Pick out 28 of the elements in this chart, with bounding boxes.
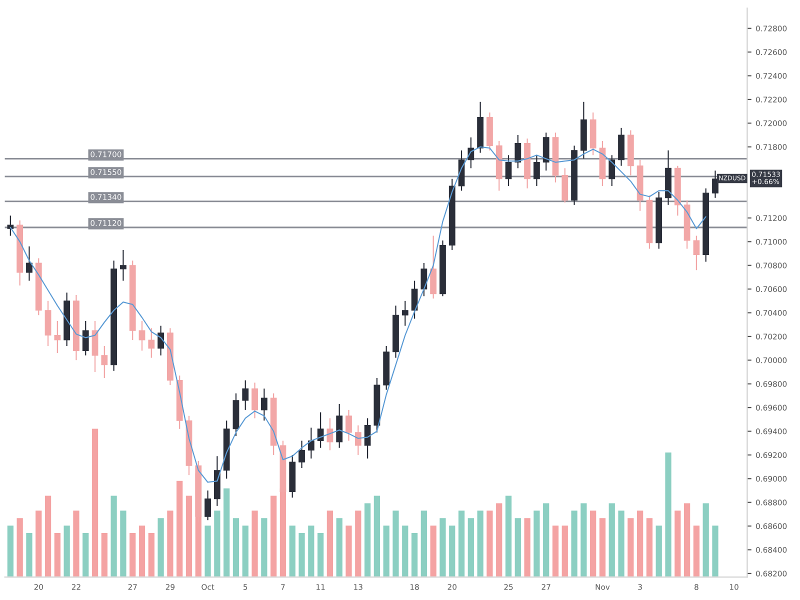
candlestick: [298, 440, 305, 469]
candlestick: [354, 424, 362, 456]
candlestick: [82, 320, 89, 356]
candlestick: [514, 134, 522, 169]
candlestick: [505, 154, 512, 187]
candlestick: [693, 235, 700, 271]
candlestick: [317, 412, 324, 448]
candlestick: [54, 320, 61, 354]
candlestick: [26, 246, 32, 282]
candlestick: [138, 320, 146, 352]
candlestick: [402, 300, 408, 326]
candlestick: [252, 382, 258, 419]
candlestick: [242, 380, 249, 410]
candlestick: [346, 409, 352, 442]
candlestick: [158, 325, 164, 356]
candlestick: [420, 262, 428, 297]
candlestick: [534, 154, 540, 187]
candlestick: [308, 427, 314, 460]
candlestick: [364, 418, 371, 460]
candlestick: [101, 345, 108, 378]
candlestick: [326, 418, 334, 451]
candlestick: [120, 249, 126, 282]
candlestick: [260, 388, 268, 422]
candlestick: [608, 154, 616, 187]
candlestick: [204, 490, 211, 521]
candlestick: [411, 280, 418, 320]
candlestick: [148, 328, 155, 358]
candlestick: [7, 215, 14, 236]
